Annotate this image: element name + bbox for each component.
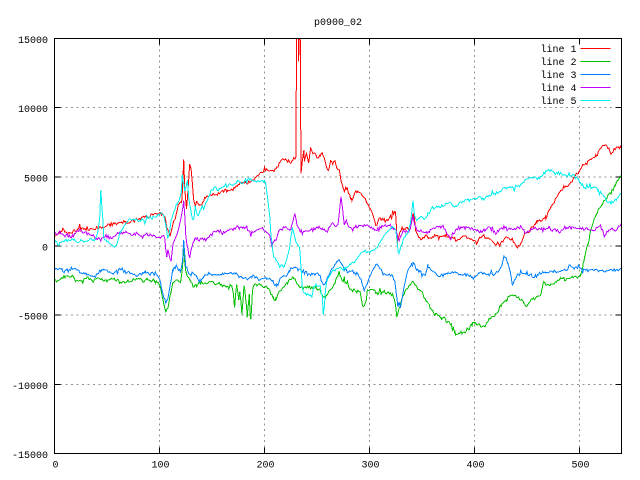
svg-text:line 4: line 4: [540, 83, 576, 95]
svg-text:line 2: line 2: [540, 57, 576, 69]
svg-text:300: 300: [361, 461, 379, 472]
svg-text:10000: 10000: [18, 105, 48, 116]
svg-text:100: 100: [151, 461, 169, 472]
svg-text:line 3: line 3: [540, 70, 576, 82]
svg-text:-15000: -15000: [12, 451, 48, 462]
svg-text:0: 0: [42, 244, 48, 255]
svg-text:line 5: line 5: [540, 96, 576, 108]
svg-text:15000: 15000: [18, 36, 48, 47]
svg-text:400: 400: [466, 461, 484, 472]
svg-text:-5000: -5000: [18, 313, 48, 324]
svg-text:line 1: line 1: [540, 44, 576, 56]
svg-text:-10000: -10000: [12, 382, 48, 393]
svg-text:0: 0: [52, 461, 58, 472]
svg-text:p0900_02: p0900_02: [314, 18, 362, 29]
svg-text:200: 200: [256, 461, 274, 472]
svg-text:500: 500: [571, 461, 589, 472]
svg-text:5000: 5000: [24, 174, 48, 185]
